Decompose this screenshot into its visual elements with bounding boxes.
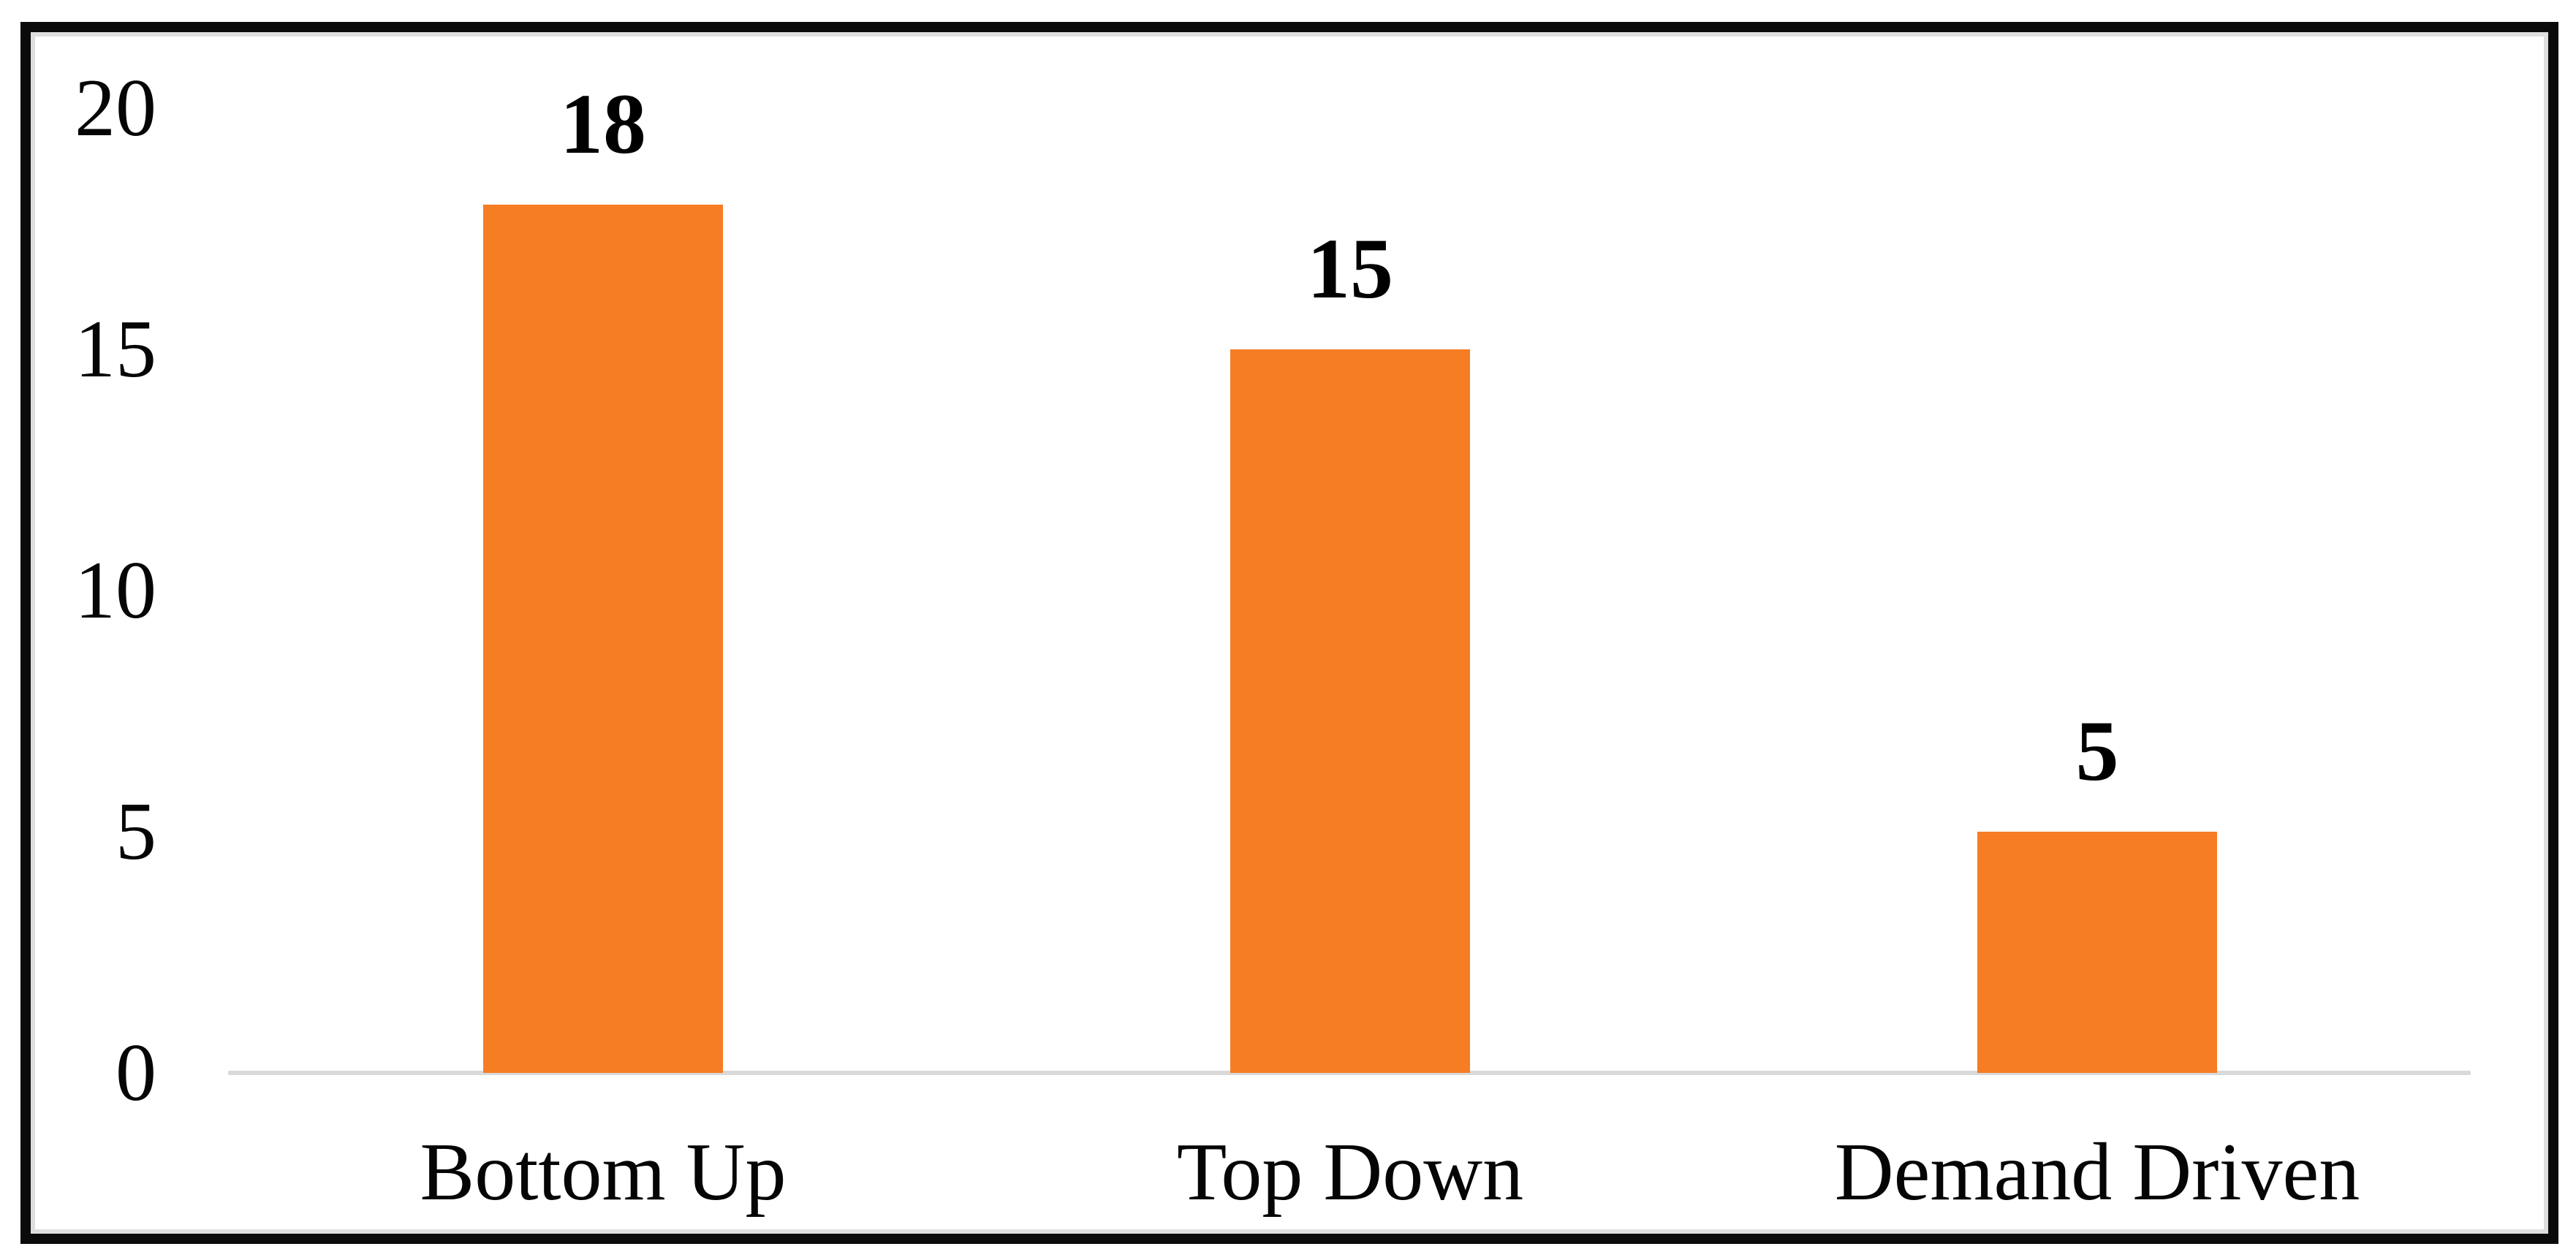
bar-value-label: 18: [560, 76, 646, 172]
bar-value-label: 5: [2075, 703, 2119, 799]
y-axis-tick-label: 20: [75, 63, 156, 153]
category-label: Demand Driven: [1834, 1127, 2360, 1218]
x-axis-line: [228, 1071, 2471, 1075]
category-label: Top Down: [1176, 1127, 1524, 1218]
bar-value-label: 15: [1307, 221, 1393, 316]
y-axis-tick-label: 10: [75, 545, 156, 636]
y-axis-tick-label: 5: [115, 786, 156, 877]
category-label: Bottom Up: [420, 1127, 787, 1218]
bar: [483, 205, 723, 1073]
bar: [1977, 832, 2217, 1073]
plot-area: 0 5 10 15 20 18 Bottom Up 15 Top Down 5 Demand Dri…: [75, 63, 2471, 1218]
bar: [1230, 349, 1470, 1073]
y-axis-tick-label: 15: [75, 304, 156, 395]
y-axis-tick-label: 0: [115, 1028, 156, 1118]
